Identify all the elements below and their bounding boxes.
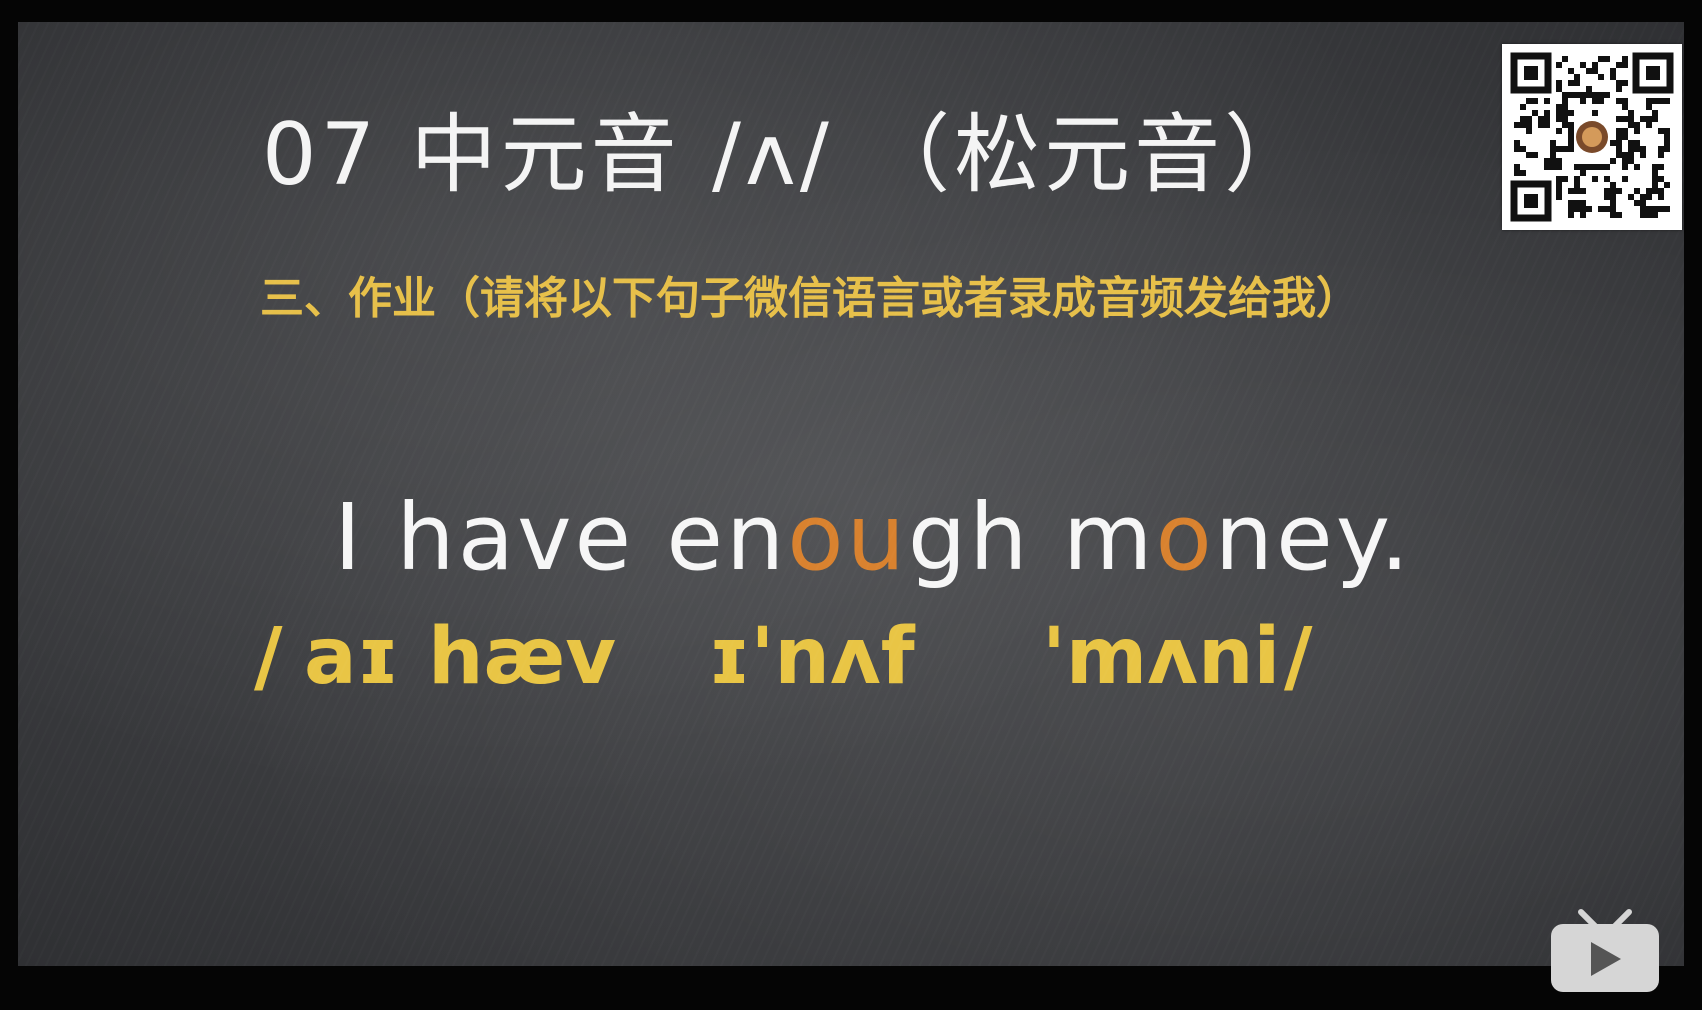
homework-instruction: 三、作业（请将以下句子微信语言或者录成音频发给我） (260, 273, 1360, 324)
highlight-o: o (1155, 484, 1215, 591)
qr-code-icon (1502, 44, 1682, 230)
word-have: have (396, 484, 635, 591)
ipa-inaf: ɪ'nʌf (708, 612, 915, 702)
word-i: I (334, 484, 365, 591)
ipa-open-slash: / (254, 612, 283, 702)
highlight-ou: ou (787, 484, 908, 591)
slide-title: 07 中元音 /ʌ/ （松元音） (261, 105, 1315, 205)
example-sentence: I have enough money. (334, 484, 1412, 591)
word-enough: enough (666, 484, 1031, 591)
ipa-mani: 'mʌni (1042, 612, 1281, 702)
play-button-icon[interactable] (1543, 904, 1667, 1000)
chalkboard-slide: 07 中元音 /ʌ/ （松元音） 三、作业（请将以下句子微信语言或者录成音频发给… (18, 22, 1684, 966)
ipa-haev: hæv (428, 612, 617, 702)
word-money: money. (1062, 484, 1413, 591)
ipa-ai: aɪ (304, 612, 400, 702)
ipa-close-slash: / (1284, 612, 1313, 702)
